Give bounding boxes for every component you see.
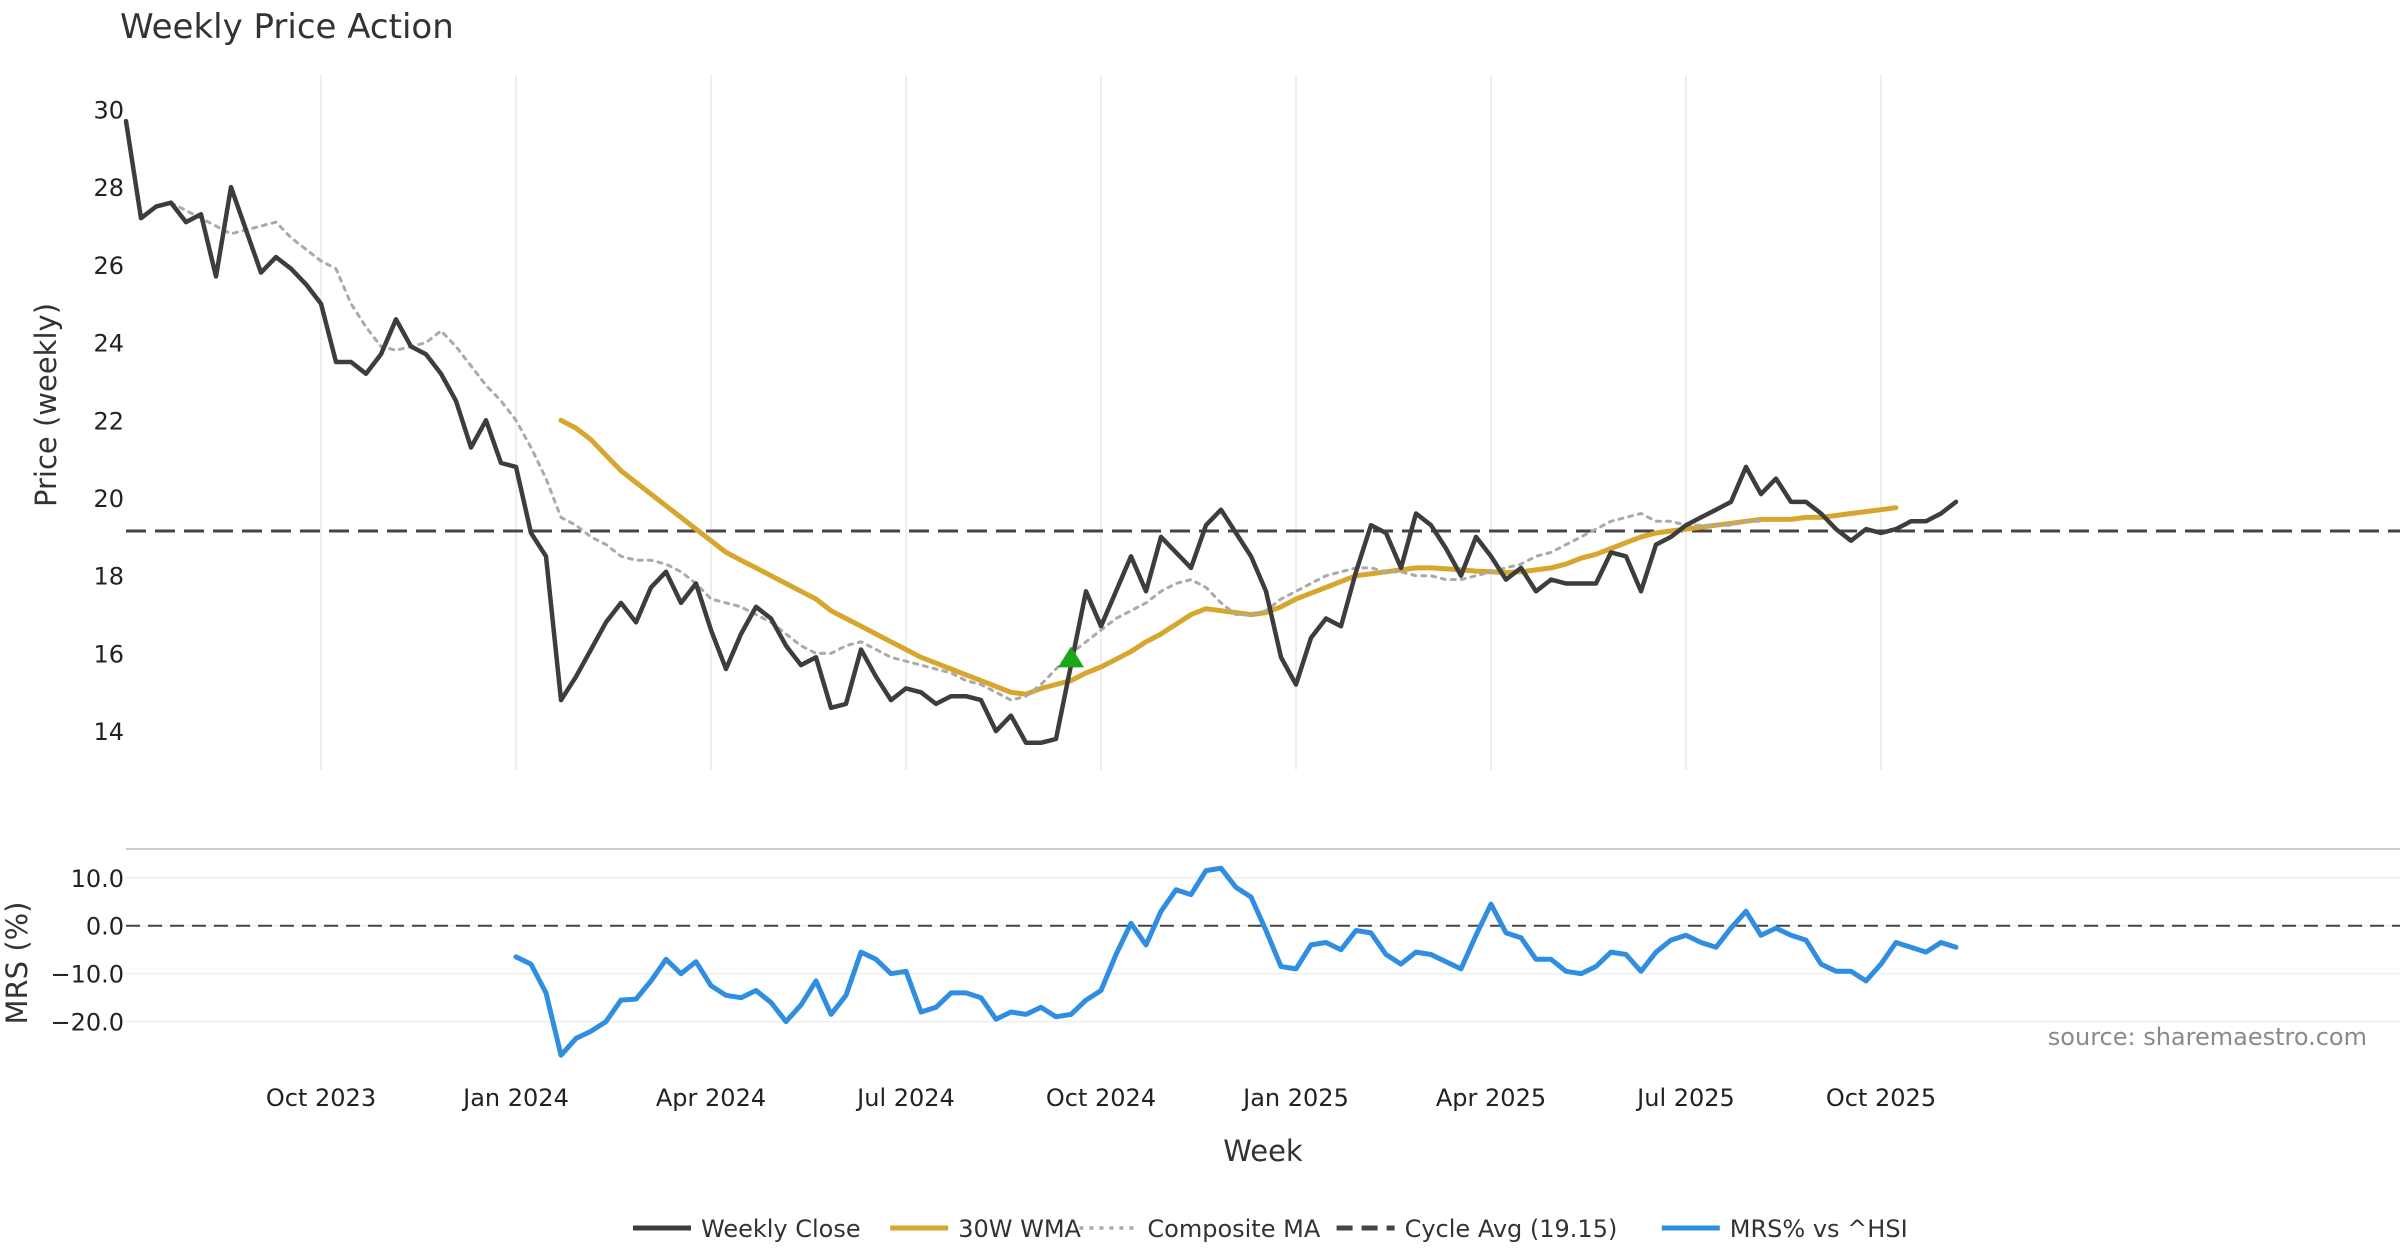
mrs-y-tick-label: −20.0 [50, 1009, 124, 1037]
x-tick-label: Jul 2024 [855, 1084, 955, 1112]
x-tick-label: Jan 2025 [1241, 1084, 1349, 1112]
x-tick-label: Oct 2025 [1826, 1084, 1936, 1112]
mrs-y-tick-labels: 10.0 0.0 −10.0 −20.0 [50, 865, 124, 1037]
price-panel: Weekly Price Action 14 16 18 20 22 24 26 28 30 P… [29, 7, 2400, 770]
price-y-tick-label: 22 [93, 407, 124, 435]
source-watermark: source: sharemaestro.com [2048, 1023, 2367, 1051]
legend-label-weekly-close: Weekly Close [701, 1215, 861, 1243]
price-markers [1058, 646, 1084, 668]
mrs-y-tick-label: 0.0 [86, 913, 124, 941]
price-y-tick-label: 20 [93, 485, 124, 513]
x-tick-label: Oct 2023 [266, 1084, 376, 1112]
price-gridlines [320, 75, 1882, 770]
weekly-close-line [123, 118, 1959, 746]
buy-signal-triangle-marker [1058, 646, 1084, 668]
chart-title: Weekly Price Action [120, 7, 454, 47]
price-y-tick-label: 30 [93, 96, 124, 124]
price-series [123, 118, 1959, 746]
price-y-axis-label: Price (weekly) [29, 303, 63, 507]
x-tick-label: Apr 2025 [1436, 1084, 1546, 1112]
mrs-line [513, 865, 1959, 1058]
price-y-tick-labels: 14 16 18 20 22 24 26 28 30 [93, 96, 124, 746]
x-tick-label: Oct 2024 [1046, 1084, 1156, 1112]
price-y-tick-label: 18 [93, 563, 124, 591]
price-y-tick-label: 14 [93, 718, 124, 746]
mrs-y-axis-label: MRS (%) [0, 902, 34, 1025]
x-tick-label: Apr 2024 [656, 1084, 766, 1112]
price-y-tick-label: 26 [93, 252, 124, 280]
legend-label-cycle-avg-19-15: Cycle Avg (19.15) [1405, 1215, 1618, 1243]
legend-label-mrs-vs-hsi: MRS% vs ^HSI [1730, 1215, 1908, 1243]
legend-label-30w-wma: 30W WMA [958, 1215, 1081, 1243]
price-y-tick-label: 28 [93, 174, 124, 202]
mrs-gridlines [126, 877, 2400, 1023]
x-tick-label: Jan 2024 [461, 1084, 569, 1112]
mrs-y-tick-label: −10.0 [50, 961, 124, 989]
x-tick-labels: Oct 2023 Jan 2024 Apr 2024 Jul 2024 Oct 2024… [266, 1084, 1936, 1112]
legend-label-composite-ma: Composite MA [1147, 1215, 1320, 1243]
mrs-panel: 10.0 0.0 −10.0 −20.0 MRS (%) source: sharem… [0, 848, 2400, 1058]
mrs-series [513, 865, 1959, 1058]
mrs-y-tick-label: 10.0 [71, 865, 124, 893]
composite-ma-line [169, 201, 1763, 702]
price-y-tick-label: 16 [93, 640, 124, 668]
x-tick-label: Jul 2025 [1635, 1084, 1735, 1112]
wma-30w-line [558, 417, 1899, 697]
legend: Weekly Close 30W WMA Composite MA Cycle Avg… [633, 1215, 1908, 1243]
price-y-tick-label: 24 [93, 330, 124, 358]
x-axis-label: Week [1223, 1134, 1303, 1168]
